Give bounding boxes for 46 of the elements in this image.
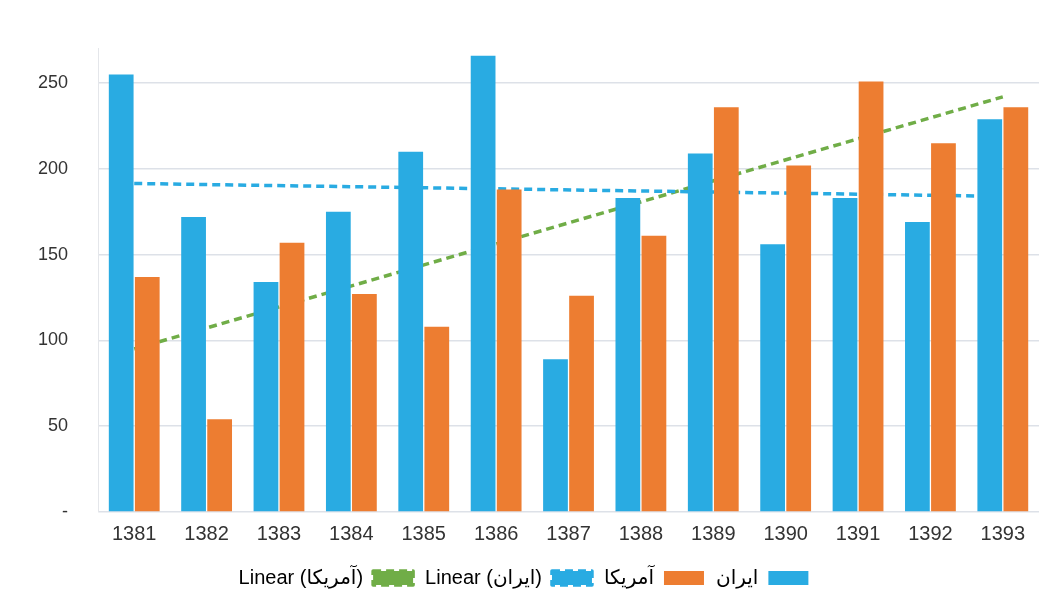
- y-tick-label: -: [62, 500, 69, 521]
- x-tick-label: 1389: [691, 521, 736, 544]
- legend-label: آمریکا: [603, 563, 656, 589]
- y-tick-label: 150: [37, 243, 69, 264]
- bar: [253, 282, 279, 512]
- bar: [858, 81, 884, 512]
- bar: [931, 143, 956, 512]
- x-tick-label: 1382: [184, 521, 229, 544]
- x-tick-label: 1383: [256, 521, 302, 544]
- legend-label: ایران: [715, 565, 759, 589]
- bar: [207, 419, 233, 512]
- bar: [786, 165, 812, 512]
- bar: [352, 294, 377, 512]
- y-tick-label: 250: [37, 72, 69, 93]
- bar: [1003, 107, 1029, 512]
- x-tick-label: 1388: [618, 521, 664, 544]
- x-tick-label: 1381: [111, 521, 157, 544]
- y-tick-label: 200: [37, 157, 69, 178]
- bar: [641, 235, 667, 512]
- bar: [905, 222, 930, 512]
- y-tick-label: 100: [37, 329, 69, 350]
- x-tick-label: 1390: [763, 521, 808, 544]
- bar: [832, 198, 858, 512]
- legend-label: Linear (آمریکا): [238, 563, 364, 589]
- bar: [760, 244, 786, 512]
- x-tick-label: 1384: [329, 521, 374, 544]
- bar: [543, 359, 568, 512]
- x-tick-label: 1392: [908, 521, 953, 544]
- bar: [134, 276, 160, 512]
- x-tick-label: 1385: [401, 521, 446, 544]
- bar: [496, 189, 522, 512]
- x-tick-label: 1387: [546, 521, 591, 544]
- bar: [470, 55, 496, 512]
- bar: [713, 107, 739, 512]
- x-tick-label: 1386: [473, 521, 519, 544]
- bar: [977, 119, 1003, 512]
- bar: [181, 216, 206, 512]
- bar: [279, 242, 305, 512]
- bar: [325, 211, 351, 512]
- legend-label: Linear (ایران): [425, 565, 542, 589]
- x-tick-label: 1391: [835, 521, 881, 544]
- x-tick-label: 1393: [980, 521, 1026, 544]
- bar: [569, 295, 594, 512]
- bar: [615, 198, 641, 512]
- y-tick-label: 50: [48, 415, 69, 436]
- bar: [424, 326, 450, 512]
